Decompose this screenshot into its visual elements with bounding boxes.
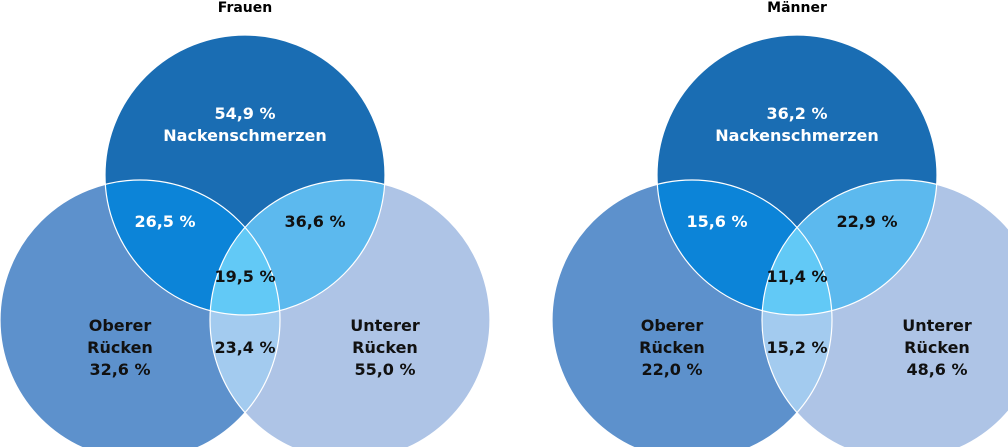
value-label: 55,0 % [354, 360, 416, 379]
set-label: 54,9 % Nackenschmerzen [135, 103, 355, 147]
venn-outline [656, 34, 938, 316]
value-label: 32,6 % [89, 360, 151, 379]
value-label: 15,6 % [686, 212, 748, 231]
value-label: 54,9 % [214, 104, 276, 123]
venn-outline [209, 179, 491, 447]
set-name: Nackenschmerzen [715, 126, 879, 145]
value-label: 19,5 % [214, 267, 276, 286]
region-label: 26,5 % [134, 211, 195, 233]
set-name: Oberer Rücken [639, 316, 705, 357]
venn-region [210, 180, 385, 315]
venn-outline [551, 179, 833, 447]
value-label: 22,0 % [641, 360, 703, 379]
value-label: 48,6 % [906, 360, 968, 379]
value-label: 23,4 % [214, 338, 276, 357]
venn-region [762, 180, 937, 315]
value-label: 22,9 % [836, 212, 898, 231]
set-name: Unterer Rücken [350, 316, 420, 357]
value-label: 36,2 % [766, 104, 828, 123]
set-label: Oberer Rücken 32,6 % [75, 315, 165, 381]
chart-title: Frauen [217, 0, 273, 16]
region-label: 15,6 % [686, 211, 747, 233]
set-name: Oberer Rücken [87, 316, 153, 357]
venn-region [105, 180, 280, 315]
region-label: 19,5 % [214, 266, 275, 288]
set-label: Unterer Rücken 55,0 % [340, 315, 430, 381]
region-label: 23,4 % [214, 337, 275, 359]
venn-region [657, 180, 832, 315]
set-name: Unterer Rücken [902, 316, 972, 357]
set-label: Oberer Rücken 22,0 % [627, 315, 717, 381]
value-label: 36,6 % [284, 212, 346, 231]
chart-title: Männer [767, 0, 827, 16]
set-label: Unterer Rücken 48,6 % [892, 315, 982, 381]
venn-outline [104, 34, 386, 316]
value-label: 15,2 % [766, 338, 828, 357]
region-label: 36,6 % [284, 211, 345, 233]
region-label: 22,9 % [836, 211, 897, 233]
set-label: 36,2 % Nackenschmerzen [687, 103, 907, 147]
value-label: 11,4 % [766, 267, 828, 286]
region-label: 15,2 % [766, 337, 827, 359]
venn-outline [761, 179, 1008, 447]
set-name: Nackenschmerzen [163, 126, 327, 145]
venn-outline [0, 179, 281, 447]
region-label: 11,4 % [766, 266, 827, 288]
value-label: 26,5 % [134, 212, 196, 231]
